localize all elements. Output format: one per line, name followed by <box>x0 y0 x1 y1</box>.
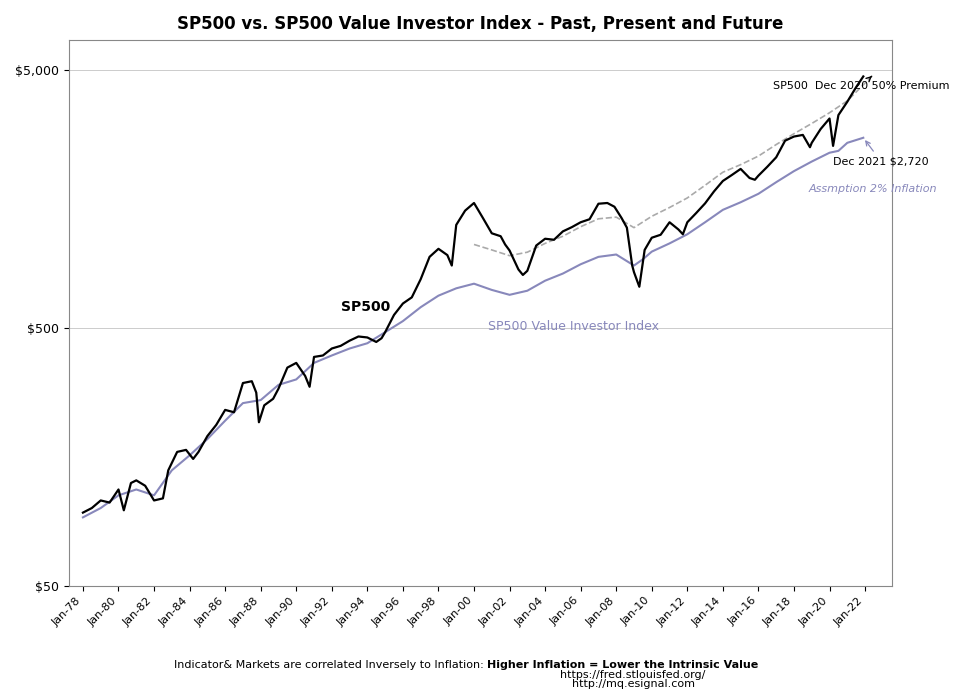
Text: Dec 2021 $2,720: Dec 2021 $2,720 <box>833 141 928 166</box>
Text: SP500 Value Investor Index: SP500 Value Investor Index <box>488 320 659 333</box>
Text: Indicator& Markets are correlated Inversely to Inflation:: Indicator& Markets are correlated Invers… <box>173 661 487 670</box>
Title: SP500 vs. SP500 Value Investor Index - Past, Present and Future: SP500 vs. SP500 Value Investor Index - P… <box>177 15 783 33</box>
Text: SP500  Dec 2020 50% Premium: SP500 Dec 2020 50% Premium <box>772 77 949 91</box>
Text: Assmption 2% Inflation: Assmption 2% Inflation <box>808 184 937 193</box>
Text: SP500: SP500 <box>341 300 390 314</box>
Text: http://mq.esignal.com: http://mq.esignal.com <box>572 679 694 689</box>
Text: https://fred.stlouisfed.org/: https://fred.stlouisfed.org/ <box>560 670 706 680</box>
Text: Higher Inflation = Lower the Intrinsic Value: Higher Inflation = Lower the Intrinsic V… <box>487 661 758 670</box>
